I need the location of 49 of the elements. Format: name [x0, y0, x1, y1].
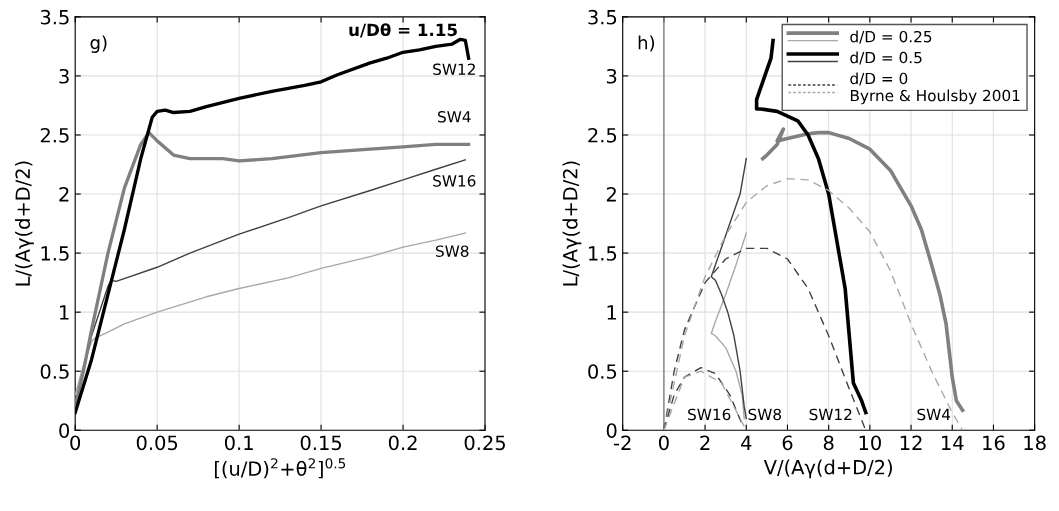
x-tick-label: 0.1	[224, 435, 253, 451]
y-tick-label: 3	[606, 68, 617, 84]
x-tick-label: 14	[942, 435, 964, 450]
annotation: SW12	[433, 63, 475, 76]
y-tick-label: 1	[60, 305, 69, 320]
x-tick-label: 6	[782, 435, 793, 451]
annotation: SW8	[748, 408, 782, 421]
y-tick-label: 2	[606, 186, 616, 202]
x-tick-label: 18	[1024, 435, 1046, 451]
legend-label: d/D = 0.25	[850, 30, 932, 44]
annotation: u/Dθ = 1.15	[349, 23, 457, 38]
y-tick-label: 3	[59, 68, 69, 84]
x-tick-label: 0.05	[136, 435, 178, 451]
y-tick-label: 3.5	[40, 9, 69, 25]
x-axis-title: V/(Aγ(d+D/2)	[763, 459, 892, 479]
y-tick-label: 2.5	[40, 127, 69, 143]
x-tick-label: 0.25	[464, 435, 505, 451]
legend-label: d/D = 0.5	[850, 51, 922, 65]
x-tick-label: 4	[741, 435, 752, 450]
y-tick-label: 3.5	[588, 9, 617, 25]
annotation: g)	[90, 35, 107, 53]
y-axis-title: L/(Aγ(d+D/2)	[562, 161, 582, 286]
annotation: SW16	[433, 175, 476, 187]
x-tick-label: 0	[70, 435, 81, 451]
legend-label: d/D = 0 Byrne & Houlsby 2001	[850, 72, 1020, 105]
y-tick-label: 2	[59, 186, 69, 202]
annotation: h)	[638, 35, 655, 52]
annotation: SW8	[435, 245, 469, 257]
annotation: SW4	[917, 408, 951, 421]
annotation: SW4	[438, 111, 471, 123]
x-tick-label: 16	[983, 435, 1005, 451]
x-tick-label: 12	[900, 435, 922, 450]
x-tick-label: 2	[700, 435, 710, 450]
y-tick-label: 1.5	[41, 246, 69, 261]
y-tick-label: 1	[607, 305, 617, 320]
x-tick-label: 0.2	[388, 435, 417, 451]
x-tick-label: 8	[823, 435, 834, 451]
x-tick-label: 10	[859, 435, 881, 451]
y-tick-label: 1.5	[589, 246, 617, 261]
x-tick-label: 0.15	[300, 435, 342, 451]
annotation: SW16	[688, 408, 731, 421]
x-tick-label: 0	[658, 435, 669, 451]
y-axis-title: L/(Aγ(d+D/2)	[15, 161, 34, 286]
y-tick-label: 0	[59, 423, 70, 438]
x-axis-title: [(u/D)$^{2}$+θ$^{2}$]$^{0.5}$	[214, 458, 346, 479]
y-tick-label: 0.5	[588, 364, 617, 379]
y-tick-label: 2.5	[588, 127, 617, 143]
annotation: SW12	[809, 408, 852, 421]
y-tick-label: 0.5	[40, 364, 69, 379]
